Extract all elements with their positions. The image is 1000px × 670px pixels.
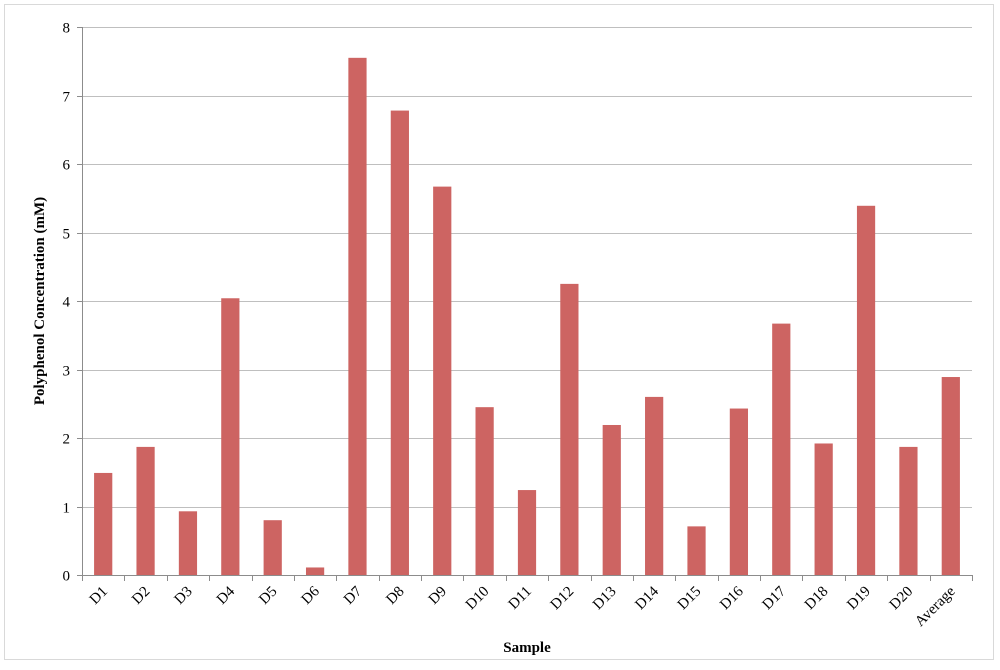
bar-average	[941, 377, 960, 575]
y-tick-label: 5	[63, 227, 71, 243]
y-tick-label: 8	[63, 21, 71, 37]
x-tick-label: D3	[171, 584, 195, 608]
x-tick-label: D2	[129, 584, 153, 608]
x-tick-label: D5	[256, 584, 280, 608]
x-tick-label: D20	[887, 584, 917, 614]
x-tick-label: Average	[912, 583, 959, 630]
y-tick-label: 7	[63, 90, 71, 106]
x-tick-labels: D1 D2 D3 D4 D5 D6 D7 D8 D9 D10 D11 D12 D13 D14 D15 D16 D…	[82, 575, 973, 630]
bar-d12	[560, 283, 579, 576]
bar-d4	[221, 298, 240, 575]
bar-d10	[475, 407, 494, 575]
x-axis-title: Sample	[503, 640, 551, 656]
bars	[94, 57, 960, 576]
x-tick-label: D12	[548, 584, 578, 614]
bar-d18	[814, 443, 833, 575]
bar-d19	[856, 205, 876, 576]
y-tick-label: 1	[63, 501, 71, 517]
y-tick-label: 2	[63, 432, 71, 448]
bar-d16	[729, 408, 749, 575]
bar-d14	[645, 396, 664, 575]
bar-d11	[517, 490, 537, 575]
x-tick-label: D4	[214, 583, 239, 608]
x-tick-label: D19	[844, 584, 874, 614]
bar-d1	[94, 472, 113, 575]
x-tick-label: D9	[426, 584, 450, 608]
axes	[82, 27, 972, 576]
y-tick-label: 3	[63, 364, 71, 380]
bar-d7	[348, 57, 367, 575]
x-tick-label: D16	[717, 583, 747, 613]
bar-d15	[687, 526, 706, 575]
x-tick-label: D10	[463, 584, 493, 614]
x-tick-label: D11	[506, 584, 535, 613]
x-tick-label: D7	[341, 583, 366, 608]
bar-d5	[263, 520, 282, 575]
x-tick-label: D13	[590, 584, 620, 614]
x-tick-label: D1	[87, 584, 111, 608]
x-tick-label: D8	[383, 584, 407, 608]
bar-d9	[433, 186, 452, 576]
x-tick-label: D15	[675, 584, 705, 614]
bar-d3	[178, 511, 198, 575]
x-tick-label: D6	[299, 583, 324, 608]
x-tick-label: D14	[632, 583, 662, 613]
bar-d17	[772, 323, 791, 575]
x-tick-label: D18	[802, 584, 832, 614]
bar-d6	[305, 567, 325, 575]
y-tick-label: 4	[63, 295, 71, 311]
bar-d13	[602, 424, 621, 575]
y-tick-label: 0	[63, 569, 71, 585]
bar-d8	[390, 110, 409, 575]
x-tick-label: D17	[760, 583, 790, 613]
y-tick-labels: 0 1 2 3 4 5 6 7 8	[63, 21, 82, 585]
gridlines	[82, 27, 972, 508]
y-axis-title: Polyphenol Concentration (mM)	[32, 197, 48, 405]
y-tick-label: 6	[63, 158, 71, 174]
bar-d20	[899, 446, 918, 575]
bar-d2	[136, 446, 155, 575]
